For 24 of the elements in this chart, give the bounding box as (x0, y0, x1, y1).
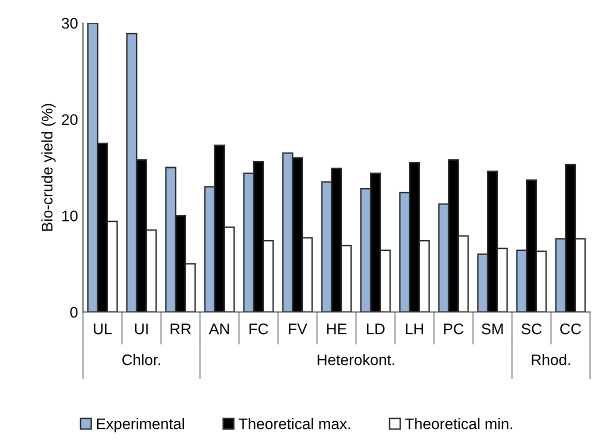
y-tick-label: 30 (62, 18, 78, 29)
y-tick-label: 20 (62, 114, 78, 126)
y-tick-label: 10 (62, 210, 78, 222)
x-tick-label: AN (208, 324, 229, 334)
legend-label: Experimental (97, 418, 184, 432)
x-tick-label: PC (444, 324, 464, 334)
x-tick-label: LD (366, 324, 385, 334)
x-tick-label: UI (135, 324, 148, 334)
y-axis-title: Bio-crude yield (%) (41, 104, 56, 231)
text: Rhod. (532, 354, 570, 366)
y-tick-label: 0 (70, 306, 78, 318)
x-tick-label: HE (327, 324, 346, 334)
x-tick-label: SM (482, 324, 503, 334)
x-tick-label: CC (560, 324, 581, 334)
x-tick-label: RR (170, 324, 191, 334)
legend-label: Theoretical max. (238, 418, 350, 430)
x-tick-label: SC (522, 324, 542, 334)
x-tick-label: FC (250, 324, 268, 334)
text: Heterokont. (318, 354, 394, 366)
x-tick-label: LH (406, 324, 424, 334)
x-tick-label: UL (94, 324, 112, 334)
x-tick-label: FV (288, 324, 308, 334)
legend-label: Theoretical min. (405, 418, 512, 430)
text: Chlor. (122, 354, 160, 366)
